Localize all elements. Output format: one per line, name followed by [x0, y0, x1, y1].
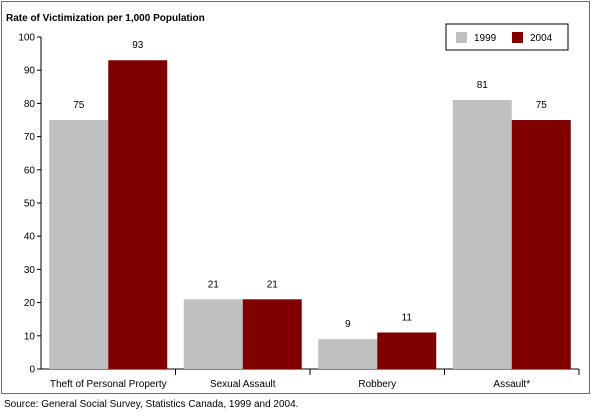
legend-swatch-1999: [456, 32, 467, 43]
source-note: Source: General Social Survey, Statistic…: [4, 399, 299, 410]
x-tick-label: Assault*: [493, 379, 530, 390]
data-label: 21: [208, 279, 220, 290]
data-label: 9: [345, 319, 351, 330]
legend-swatch-2004: [512, 32, 523, 43]
y-tick-label: 100: [18, 33, 35, 44]
y-tick-label: 0: [29, 365, 35, 376]
y-tick-label: 50: [24, 199, 36, 210]
y-tick-label: 90: [24, 66, 36, 77]
y-axis-label: Rate of Victimization per 1,000 Populati…: [6, 13, 205, 24]
y-tick-label: 10: [24, 331, 36, 342]
data-label: 21: [267, 279, 279, 290]
y-tick-label: 30: [24, 265, 36, 276]
bar-2004: [511, 120, 571, 369]
y-tick-label: 20: [24, 298, 36, 309]
data-label: 11: [402, 312, 413, 323]
data-label: 75: [73, 100, 85, 111]
bar-2004: [377, 332, 437, 369]
y-tick-label: 80: [24, 99, 36, 110]
x-tick-label: Sexual Assault: [210, 379, 276, 390]
data-label: 75: [536, 100, 548, 111]
y-tick-label: 70: [24, 132, 36, 143]
x-tick-label: Theft of Personal Property: [50, 379, 167, 390]
data-label: 81: [477, 80, 489, 91]
bar-2004: [108, 60, 168, 370]
data-label: 93: [132, 40, 144, 51]
bar-1999: [452, 100, 512, 369]
legend-label-1999: 1999: [474, 33, 497, 44]
y-tick-label: 40: [24, 232, 36, 243]
bar-2004: [242, 299, 302, 369]
legend-label-2004: 2004: [530, 33, 553, 44]
x-tick-label: Robbery: [358, 379, 396, 390]
bar-1999: [183, 299, 243, 369]
y-tick-label: 60: [24, 165, 36, 176]
bar-1999: [49, 120, 109, 369]
bar-1999: [318, 339, 378, 369]
